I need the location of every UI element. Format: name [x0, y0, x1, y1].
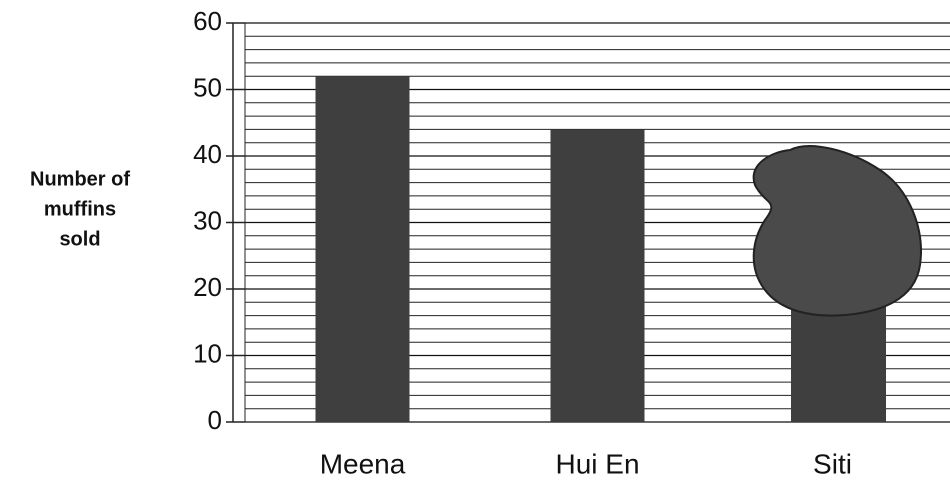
x-tick-label: Hui En	[555, 448, 639, 479]
x-tick-label: Siti	[813, 448, 852, 479]
y-tick-label: 50	[193, 72, 222, 102]
y-axis-label: Number of	[30, 168, 130, 190]
obscured-bar-stub	[791, 300, 886, 422]
y-axis-label: sold	[59, 228, 100, 250]
bar	[551, 129, 645, 422]
y-tick-label: 10	[193, 338, 222, 368]
page: 0 10 20 30 40 50 60 Number of muffins sold Meena Hu…	[0, 0, 950, 486]
x-tick-label: Meena	[320, 448, 406, 479]
y-tick-label: 20	[193, 272, 222, 302]
y-tick-label: 0	[208, 405, 222, 435]
y-axis-label: muffins	[44, 198, 116, 220]
ink-blot	[754, 146, 921, 316]
y-tick-label: 40	[193, 139, 222, 169]
chart: 0 10 20 30 40 50 60 Number of muffins sold Meena Hu…	[0, 0, 950, 486]
y-tick-label: 30	[193, 205, 222, 235]
bar	[316, 76, 410, 422]
y-tick-label: 60	[193, 6, 222, 36]
